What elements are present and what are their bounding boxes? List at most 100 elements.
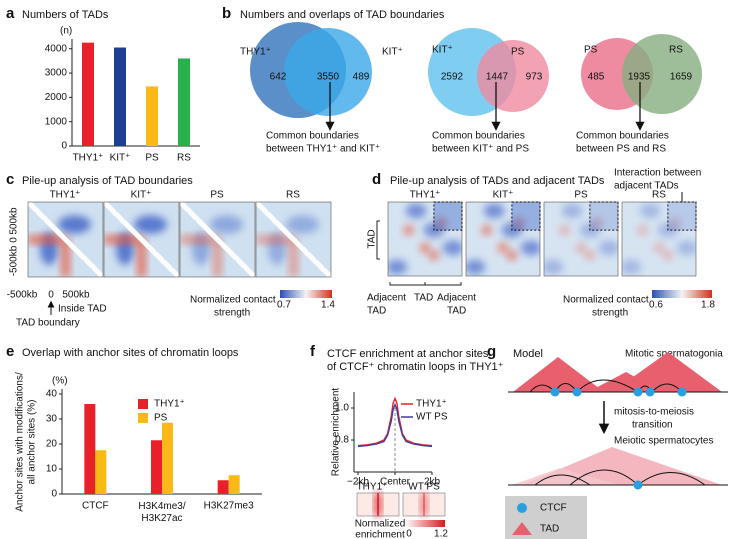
column-label: KIT⁺ [493, 190, 514, 201]
diagonal [104, 202, 179, 277]
column-label: THY1⁺ [50, 190, 81, 201]
colorbar-label: Normalized contact [190, 295, 276, 306]
heat-corner [511, 202, 540, 231]
tad-triangle [612, 352, 722, 392]
panel-label: d [372, 171, 381, 188]
heat-band [28, 235, 66, 244]
heat-blob [639, 203, 661, 219]
bar [217, 480, 229, 494]
heat-blob [58, 215, 91, 234]
heat-spot [436, 217, 447, 228]
ctcf-dot [633, 387, 643, 397]
x-tick-label: 2kb [424, 477, 441, 488]
y-tick-label: 4000 [45, 43, 68, 54]
line-series [357, 396, 433, 447]
axis-label: Anchor sites with modifications/ [15, 372, 26, 512]
panel-label: e [6, 343, 14, 360]
panel-title: Overlap with anchor sites of chromatin l… [22, 347, 239, 359]
annotation: adjacent TADs [614, 181, 679, 192]
heat-blob [210, 215, 243, 234]
heatmap-frame [103, 201, 180, 278]
heatmap-frame [402, 492, 446, 517]
stage-label: Mitotic spermatogonia [625, 349, 723, 360]
axis-label: 0 [48, 290, 54, 301]
stage-label: Meiotic spermatocytes [614, 436, 713, 447]
venn-count: 1935 [628, 72, 651, 83]
colorbar-label: enrichment [355, 530, 405, 539]
heat-spot [592, 217, 603, 228]
heat-spot [403, 224, 414, 236]
heatmap-frame [621, 201, 697, 277]
annotation: Inside TAD [58, 304, 107, 315]
colorbar-label: strength [214, 308, 250, 319]
ctcf-dot [677, 387, 687, 397]
bar [84, 404, 96, 494]
heatmap-frame [465, 201, 541, 277]
panel-label: g [487, 343, 496, 360]
bar [146, 86, 158, 146]
transition-label: transition [632, 420, 673, 431]
bar [151, 440, 162, 494]
bar [162, 422, 173, 494]
bar [178, 58, 190, 146]
y-tick-label: 0.8 [335, 435, 349, 446]
venn-caption: Common boundaries [432, 131, 525, 142]
venn-label: PS [511, 47, 525, 58]
x-tick-label: −2kb [347, 477, 369, 488]
legend-dot [517, 503, 527, 513]
colorbar-label: strength [592, 308, 628, 319]
colorbar-label: Normalized [355, 519, 406, 530]
venn-caption: Common boundaries [266, 131, 359, 142]
panel-title: Numbers and overlaps of TAD boundaries [240, 9, 445, 21]
heat-band [104, 235, 142, 244]
venn-label: RS [669, 45, 683, 56]
heat-corner [433, 202, 462, 231]
heat-blob [388, 259, 408, 275]
bar [114, 47, 126, 146]
heatmap [180, 202, 255, 277]
heat-spot [575, 242, 587, 254]
x-tick-label: Center [380, 477, 411, 488]
venn-caption: between KIT⁺ and PS [432, 144, 529, 155]
colorbar-tick-label: 1.8 [701, 300, 715, 311]
ctcf-dot [633, 480, 643, 490]
heat-blob [622, 259, 642, 275]
heat-spot [662, 250, 674, 261]
y-tick-label: 30 [46, 414, 58, 425]
colorbar-tick-label: 0 [406, 529, 412, 539]
legend-label: TAD [540, 524, 559, 535]
heat-spot [637, 224, 648, 236]
legend-label: CTCF [540, 503, 567, 514]
heat-blob [520, 240, 540, 256]
venn-count: 3550 [317, 72, 340, 83]
y-tick-label: 40 [46, 389, 58, 400]
tad-triangle [513, 357, 604, 392]
heat-spot [419, 242, 431, 254]
heat-spot [584, 250, 596, 261]
venn-count: 2592 [441, 72, 464, 83]
heat-spot [497, 242, 509, 254]
panel-title: CTCF enrichment at anchor sites [327, 348, 489, 360]
x-tick-label: KIT⁺ [110, 153, 131, 164]
heatmap-frame [387, 201, 463, 277]
diagonal [28, 202, 103, 277]
heat-blob [483, 203, 505, 219]
venn-count: 489 [353, 72, 370, 83]
axis-label: 500kb [62, 290, 90, 301]
axis-label: Adjacent [367, 293, 406, 304]
heat-corner [667, 202, 696, 231]
legend-label: THY1⁺ [154, 399, 185, 410]
y-tick-label: 10 [46, 464, 58, 475]
x-tick-label: RS [177, 153, 191, 164]
heat-band [61, 239, 70, 277]
venn-caption: between PS and RS [576, 144, 666, 155]
loop-arcs [529, 379, 683, 393]
venn-circle [477, 40, 549, 112]
ctcf-dot [645, 387, 655, 397]
y-tick-label: 3000 [45, 68, 68, 79]
annotation: TAD boundary [16, 318, 80, 329]
heat-blob [134, 215, 167, 234]
ctcf-dot [550, 387, 560, 397]
venn-count: 1447 [486, 72, 509, 83]
column-label: PS [574, 190, 588, 201]
